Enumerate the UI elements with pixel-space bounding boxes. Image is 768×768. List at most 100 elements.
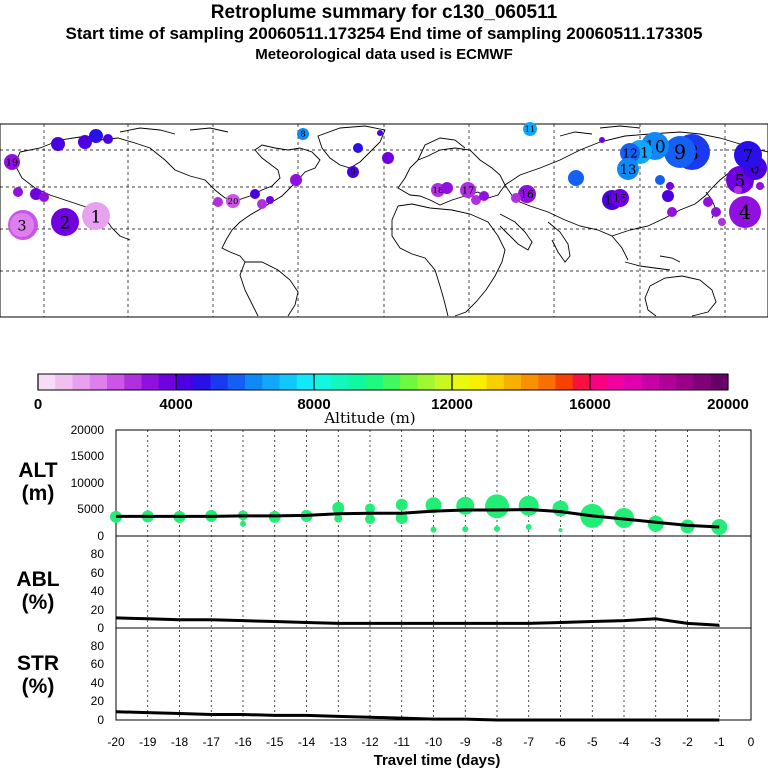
chart-subtitle-met: Meteorological data used is ECMWF	[255, 46, 513, 63]
map-cluster: 2	[51, 208, 79, 236]
map-cluster-label: 9	[350, 168, 355, 177]
alt-cluster-dot	[558, 528, 563, 533]
colorbar-tick-label: 12000	[431, 396, 473, 413]
colorbar-cell	[348, 374, 367, 390]
x-tick-label: -9	[460, 735, 471, 749]
colorbar-cell	[38, 374, 56, 390]
map-cluster-bubble	[666, 182, 674, 190]
map-cluster-bubble	[729, 196, 761, 228]
alt-tick-0: 0	[97, 529, 104, 543]
colorbar-cell	[521, 374, 539, 390]
x-tick-label: -13	[330, 735, 348, 749]
str-unit: (%)	[22, 675, 55, 698]
map-cluster-bubble	[460, 182, 476, 198]
map-cluster-bubble	[226, 194, 240, 208]
x-tick-labels: -20 -19 -18 -17 -16 -15 -14 -13 -12 -11 -10 -9 -8 -7-…	[107, 735, 754, 749]
map-cluster-bubble	[347, 166, 359, 178]
colorbar-cell	[486, 374, 505, 390]
map-cluster: 11	[523, 122, 537, 136]
colorbar-cell	[503, 374, 522, 390]
alt-cluster-dot	[456, 496, 475, 515]
abl-tick-40: 40	[91, 584, 105, 598]
map-cluster-bubble	[662, 190, 674, 202]
coastlines	[14, 125, 768, 317]
x-tick-label: -19	[139, 735, 157, 749]
map-cluster: 9	[664, 136, 696, 168]
map-cluster-bubble	[10, 213, 34, 237]
map-cluster-bubble	[620, 143, 640, 163]
x-tick-label: -18	[171, 735, 189, 749]
colorbar-cell	[210, 374, 229, 390]
map-cluster-bubble	[290, 174, 302, 186]
map-cluster-bubble	[51, 137, 65, 151]
map-cluster: 8	[297, 128, 309, 140]
colorbar-cell	[107, 374, 125, 390]
map-cluster-bubble	[78, 135, 92, 149]
colorbar-tick-label: 20000	[707, 396, 749, 413]
x-tick-label: 0	[748, 735, 755, 749]
chart-subtitle: Start time of sampling 20060511.173254 E…	[65, 24, 703, 43]
map-cluster: 7	[734, 141, 762, 169]
map-cluster-bubble	[734, 141, 762, 169]
colorbar-cell	[141, 374, 160, 390]
map-cluster-bubble	[51, 208, 79, 236]
x-tick-label: -2	[682, 735, 693, 749]
world-map: 123345678910111213141516171819208119	[0, 122, 768, 318]
map-cluster-bubble	[250, 189, 260, 199]
map-cluster: 1	[82, 202, 110, 230]
alt-cluster-dot	[395, 498, 408, 511]
map-cluster-bubble	[441, 182, 453, 194]
alt-y-ticks: 20000 15000 10000 5000 0	[71, 423, 105, 543]
map-cluster-bubble	[266, 196, 274, 204]
map-cluster-label: 18	[433, 185, 444, 195]
map-cluster-bubble	[617, 158, 639, 180]
colorbar-cell	[72, 374, 91, 390]
map-cluster-bubble	[382, 152, 394, 164]
colorbar-cell	[555, 374, 574, 390]
colorbar-cell	[710, 374, 729, 390]
map-cluster-bubble	[257, 199, 267, 209]
map-cluster-bubble	[711, 207, 721, 217]
colorbar-cell	[279, 374, 298, 390]
x-tick-label: -6	[555, 735, 566, 749]
map-cluster-bubble	[511, 193, 521, 203]
map-cluster-label: 1	[91, 206, 102, 226]
map-cluster-bubble	[471, 195, 481, 205]
x-tick-label: -17	[203, 735, 221, 749]
colorbar-cell	[296, 374, 315, 390]
map-cluster-label: 16	[520, 188, 534, 201]
alt-unit: (m)	[22, 482, 55, 505]
colorbar-cell	[176, 374, 194, 390]
colorbar-cell	[55, 374, 73, 390]
map-cluster: 3	[10, 213, 34, 237]
str-tick-60: 60	[91, 657, 105, 671]
alt-cluster-dot	[334, 514, 343, 523]
x-tick-label: -8	[492, 735, 503, 749]
map-cluster: 20	[226, 194, 240, 208]
map-cluster-bubble	[756, 182, 764, 190]
x-tick-label: -5	[587, 735, 598, 749]
map-cluster-label: 4	[739, 201, 751, 224]
colorbar-cell	[607, 374, 625, 390]
abl-tick-0: 0	[97, 621, 104, 635]
x-tick-label: -20	[107, 735, 125, 749]
map-cluster-bubble	[13, 187, 23, 197]
alt-cluster-dot	[494, 525, 500, 532]
map-cluster-label: 3	[17, 218, 26, 234]
map-cluster-bubble	[4, 154, 20, 170]
x-tick-label: -10	[425, 735, 443, 749]
colorbar-cell	[89, 374, 108, 390]
map-retroplume-clusters: 123345678910111213141516171819208119	[4, 122, 767, 240]
alt-cluster-dot	[395, 511, 408, 524]
abl-tick-60: 60	[91, 566, 105, 580]
colorbar-cell	[331, 374, 349, 390]
x-tick-label: -4	[619, 735, 630, 749]
map-cluster-label: 15	[613, 192, 627, 205]
colorbar-cell	[193, 374, 211, 390]
map-cluster-bubble	[213, 197, 223, 207]
colorbar-ticks: 0 4000 8000 12000 16000 20000	[34, 374, 749, 413]
colorbar-cell	[365, 374, 384, 390]
series-lines	[115, 508, 720, 722]
map-cluster: 15	[611, 189, 629, 207]
x-tick-label: -14	[298, 735, 316, 749]
